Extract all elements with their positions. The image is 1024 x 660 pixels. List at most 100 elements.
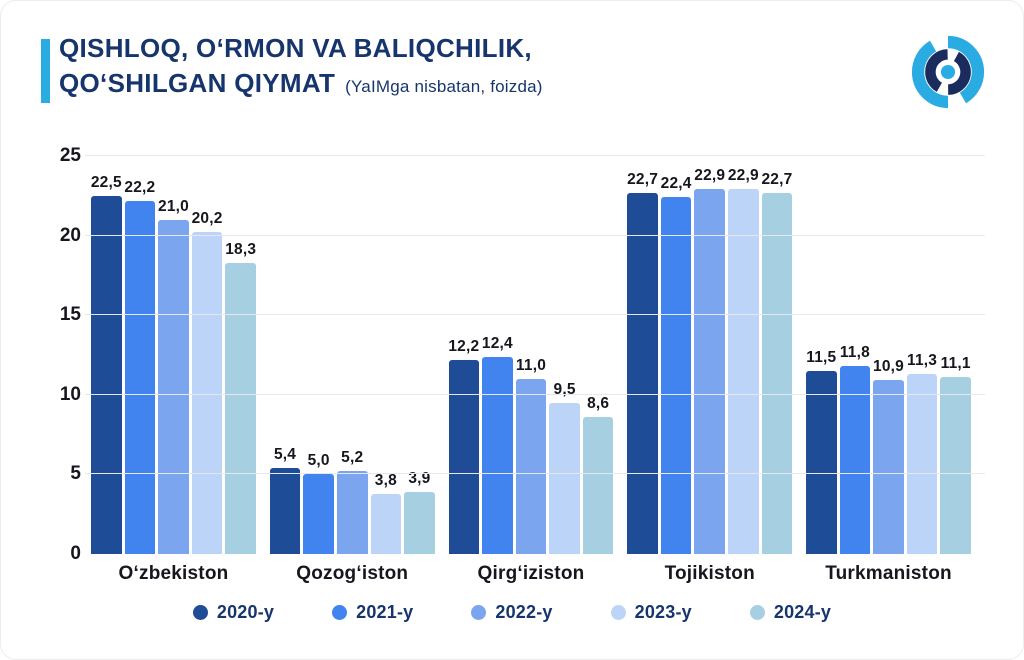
plot-area: 22,5 22,2 21,0 20,2 18,3 O‘zbekiston 5,4 5,0 5,2…: [60, 145, 985, 584]
bar-value-label: 9,5: [553, 380, 576, 398]
bar-value-label: 5,0: [307, 452, 330, 470]
bar-2021-y: [303, 474, 334, 554]
bar-2022-y: [336, 471, 368, 554]
bar-value-label: 11,3: [907, 352, 938, 370]
bar-group-2: 5,4 5,0 5,2 3,8 3,9 Qozog‘iston: [269, 156, 435, 584]
category-label: O‘zbekiston: [118, 563, 229, 584]
bar-column: 12,2: [448, 156, 480, 554]
bar-group-3: 12,2 12,4 11,0 9,5 8,6 Qirg‘iziston: [448, 156, 614, 584]
bar-column: 5,2: [336, 156, 368, 554]
bar-groups: 22,5 22,2 21,0 20,2 18,3 O‘zbekiston 5,4 5,0 5,2…: [91, 156, 971, 584]
bar-column: 22,9: [728, 156, 759, 554]
bar-column: 21,0: [158, 156, 189, 554]
bar-value-label: 21,0: [158, 197, 189, 215]
legend-item-2021-y: 2021-y: [332, 602, 413, 623]
bar-value-label: 11,1: [940, 355, 971, 373]
logo-inner-ring: [925, 49, 971, 95]
bar-2021-y: [839, 366, 871, 554]
legend-dot-icon: [332, 605, 348, 620]
bar-value-label: 5,4: [273, 446, 297, 464]
bar-2024-y: [940, 377, 971, 554]
legend-item-2020-y: 2020-y: [192, 602, 275, 623]
gridline-20: [85, 234, 985, 236]
title-line-2-text: QO‘SHILGAN QIYMAT: [59, 68, 336, 98]
legend-item-2023-y: 2023-y: [610, 602, 692, 623]
bar-2021-y: [124, 200, 156, 554]
bar-value-label: 22,7: [627, 170, 659, 188]
bar-value-label: 11,0: [515, 356, 547, 374]
y-axis-tick-5: 5: [70, 463, 81, 485]
bar-value-label: 8,6: [587, 395, 610, 413]
bar-column: 10,9: [873, 156, 904, 554]
y-axis-tick-0: 0: [70, 543, 81, 564]
bar-column: 3,8: [370, 156, 402, 554]
y-axis-tick-20: 20: [59, 224, 81, 246]
bar-2021-y: [482, 356, 513, 554]
bar-2020-y: [269, 468, 301, 554]
logo-center-dot: [940, 64, 956, 80]
bar-column: 9,5: [549, 156, 580, 554]
legend: 2020-y 2021-y 2022-y 2023-y 2024-y: [1, 602, 1023, 623]
legend-label: 2020-y: [216, 602, 275, 622]
bar-2022-y: [158, 219, 189, 554]
category-label: Turkmaniston: [825, 563, 952, 584]
bar-column: 22,5: [91, 156, 122, 554]
legend-label: 2024-y: [773, 602, 832, 622]
gridline-10: [85, 393, 985, 395]
bar-column: 22,9: [694, 156, 726, 554]
category-label: Qirg‘iziston: [477, 563, 585, 584]
chart-title: QISHLOQ, O‘RMON VA BALIQCHILIK, QO‘SHILG…: [59, 31, 839, 104]
bar-group-1: 22,5 22,2 21,0 20,2 18,3 O‘zbekiston: [91, 156, 256, 584]
bar-value-label: 18,3: [225, 240, 257, 258]
chart-subtitle: (YaIMga nisbatan, foizda): [345, 77, 543, 96]
bar-2022-y: [873, 380, 904, 554]
bar-column: 22,4: [661, 156, 692, 554]
y-axis-tick-15: 15: [59, 304, 81, 326]
bar-2024-y: [761, 192, 793, 554]
bar-column: 5,0: [303, 156, 334, 554]
y-axis-tick-25: 25: [59, 145, 81, 166]
bar-value-label: 11,5: [806, 348, 837, 366]
bar-2024-y: [225, 262, 256, 554]
bar-2022-y: [694, 189, 726, 554]
bar-2020-y: [91, 195, 122, 554]
bar-value-label: 5,2: [341, 449, 364, 467]
legend-dot-icon: [610, 605, 626, 620]
bar-2023-y: [370, 493, 402, 554]
bar-column: 22,2: [124, 156, 156, 554]
bar-2022-y: [515, 378, 547, 554]
legend-dot-icon: [749, 605, 765, 620]
bar-value-label: 3,8: [374, 471, 397, 489]
bar-value-label: 22,7: [761, 170, 793, 188]
bar-value-label: 12,4: [481, 334, 513, 352]
legend-dot-icon: [192, 605, 208, 620]
gridline-25: [85, 155, 985, 156]
bar-group-5: 11,5 11,8 10,9 11,3 11,1 Turkmaniston: [806, 156, 971, 584]
bar-2021-y: [660, 197, 692, 554]
bar-2023-y: [191, 232, 223, 554]
title-accent-bar: [41, 39, 50, 103]
bar-2023-y: [549, 402, 580, 554]
legend-item-2024-y: 2024-y: [749, 602, 832, 623]
bar-2024-y: [582, 417, 614, 554]
bar-2020-y: [806, 370, 837, 554]
bar-value-label: 11,8: [839, 344, 870, 362]
bar-column: 12,4: [482, 156, 513, 554]
bar-column: 3,9: [404, 156, 435, 554]
statistics-agency-logo-icon: [911, 35, 985, 109]
bar-value-label: 10,9: [873, 358, 904, 376]
title-line-1: QISHLOQ, O‘RMON VA BALIQCHILIK,: [59, 33, 532, 63]
title-line-2: QO‘SHILGAN QIYMAT (YaIMga nisbatan, foizd…: [59, 66, 839, 104]
bar-value-label: 22,2: [124, 178, 156, 196]
bar-2020-y: [448, 359, 480, 554]
bar-value-label: 20,2: [191, 210, 223, 228]
category-label: Qozog‘iston: [296, 563, 409, 584]
bar-2024-y: [404, 491, 435, 554]
bar-column: 11,3: [906, 156, 938, 554]
bar-group-4: 22,7 22,4 22,9 22,9 22,7 Tojikiston: [627, 156, 793, 584]
bar-column: 18,3: [225, 156, 256, 554]
bar-value-label: 22,9: [727, 167, 759, 185]
y-axis-tick-10: 10: [59, 383, 81, 405]
bar-column: 22,7: [761, 156, 793, 554]
bar-column: 11,0: [515, 156, 547, 554]
